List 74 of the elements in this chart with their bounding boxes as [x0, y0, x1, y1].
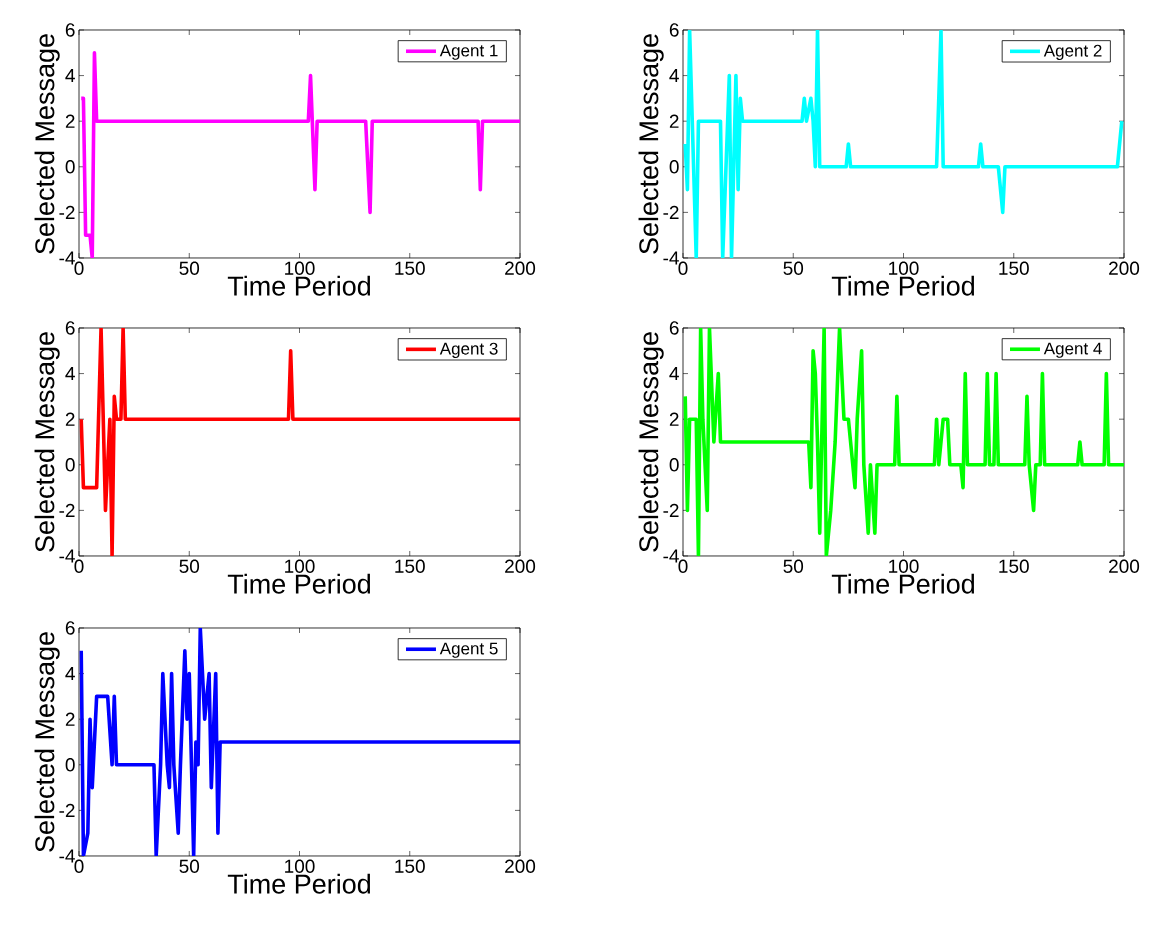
y-tick-label: 6: [65, 621, 75, 635]
y-tick-label: -2: [59, 803, 75, 818]
y-tick-label: -4: [663, 251, 679, 265]
x-axis-title: Time Period: [227, 573, 371, 594]
x-tick-label: 200: [505, 859, 536, 873]
x-tick-label: 100: [285, 261, 315, 275]
y-tick-label: 2: [669, 114, 679, 128]
x-tick-label: 100: [285, 859, 315, 873]
x-tick-label: 0: [74, 859, 84, 873]
x-tick-label: 200: [1109, 559, 1140, 573]
y-tick-label: -2: [59, 503, 75, 518]
y-tick-label: -4: [59, 849, 75, 863]
y-tick-label: 2: [65, 114, 75, 128]
y-tick-label: 0: [65, 160, 75, 174]
y-tick-label: 4: [65, 667, 75, 681]
y-tick-label: -4: [59, 251, 75, 265]
legend-label: Agent 4: [1043, 342, 1102, 358]
x-axis-title: Time Period: [227, 873, 371, 894]
x-tick-label: 50: [179, 559, 200, 573]
x-tick-label: 150: [395, 261, 425, 275]
y-tick-label: 6: [669, 23, 679, 37]
line-series: [79, 627, 520, 856]
y-axis-title: Selected Message: [638, 332, 664, 552]
legend-label: Agent 5: [439, 642, 498, 658]
x-tick-label: 0: [74, 261, 84, 275]
y-tick-label: 0: [669, 458, 679, 472]
y-axis-title: Selected Message: [34, 632, 60, 852]
x-tick-label: 50: [783, 559, 804, 573]
y-axis-title: Selected Message: [34, 332, 60, 552]
y-tick-label: -4: [663, 549, 679, 563]
x-tick-label: 100: [889, 559, 919, 573]
x-tick-label: 200: [1109, 261, 1140, 275]
y-tick-label: 6: [65, 23, 75, 37]
y-tick-label: 2: [65, 712, 75, 726]
y-tick-label: 4: [669, 367, 679, 381]
x-axis-title: Time Period: [831, 573, 975, 594]
y-tick-label: 4: [65, 69, 75, 83]
x-tick-label: 50: [783, 261, 804, 275]
line-series: [683, 29, 1124, 258]
x-tick-label: 150: [395, 559, 425, 573]
legend-label: Agent 2: [1043, 44, 1102, 61]
y-tick-label: 4: [65, 367, 75, 381]
y-tick-label: 0: [65, 758, 75, 772]
x-tick-label: 200: [505, 261, 536, 275]
x-axis-title: Time Period: [831, 275, 975, 296]
x-tick-label: 0: [74, 559, 84, 573]
line-series: [683, 327, 1124, 556]
y-tick-label: 6: [65, 321, 75, 335]
x-tick-label: 150: [395, 859, 425, 873]
x-axis-title: Time Period: [227, 275, 371, 296]
x-tick-label: 0: [678, 559, 688, 573]
y-tick-label: -2: [663, 503, 679, 518]
y-tick-label: -2: [59, 205, 75, 220]
x-tick-label: 200: [505, 559, 536, 573]
y-tick-label: -4: [59, 549, 75, 563]
x-tick-label: 100: [889, 261, 919, 275]
legend-label: Agent 3: [439, 342, 498, 359]
x-tick-label: 100: [285, 559, 315, 573]
y-tick-label: 0: [669, 160, 679, 174]
y-axis-title: Selected Message: [34, 34, 60, 254]
y-tick-label: 4: [669, 69, 679, 83]
y-tick-label: 6: [669, 321, 679, 335]
x-tick-label: 150: [999, 559, 1029, 573]
line-series: [79, 327, 520, 556]
y-axis-title: Selected Message: [638, 34, 664, 254]
x-tick-label: 150: [999, 261, 1029, 275]
x-tick-label: 50: [179, 261, 200, 275]
y-tick-label: 2: [669, 412, 679, 426]
y-tick-label: 2: [65, 412, 75, 426]
y-tick-label: -2: [663, 205, 679, 220]
legend-label: Agent 1: [439, 44, 498, 60]
y-tick-label: 0: [65, 458, 75, 472]
x-tick-label: 0: [678, 261, 688, 275]
x-tick-label: 50: [179, 859, 200, 873]
